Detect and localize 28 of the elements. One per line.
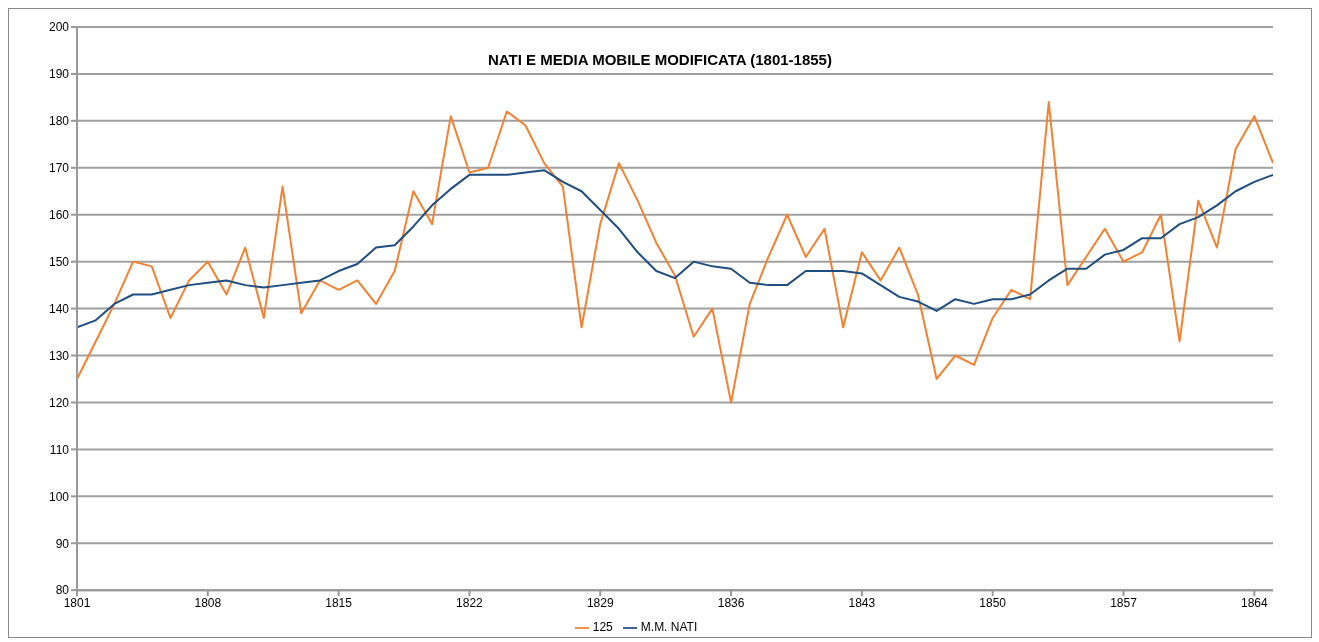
y-tick-label: 200 xyxy=(48,20,70,35)
y-tick-label: 190 xyxy=(48,67,70,82)
x-tick-label: 1822 xyxy=(456,595,484,610)
line-series xyxy=(77,169,1273,329)
y-tick-label: 180 xyxy=(48,114,70,129)
y-tick-label: 120 xyxy=(48,395,70,410)
x-tick-label: 1857 xyxy=(1110,595,1138,610)
x-tick-label: 1808 xyxy=(194,595,222,610)
text: NATI E MEDIA MOBILE MODIFICATA (1801-1855) xyxy=(488,51,832,68)
x-tick-label: 1850 xyxy=(979,595,1007,610)
y-tick-label: 100 xyxy=(48,489,70,504)
legend-label: M.M. NATI xyxy=(640,620,698,635)
x-tick-label: 1843 xyxy=(848,595,876,610)
line-series xyxy=(77,101,1273,404)
y-tick-label: 110 xyxy=(49,442,70,457)
y-tick-label: 160 xyxy=(48,207,70,222)
y-tick-label: 80 xyxy=(55,583,70,598)
x-tick-label: 1815 xyxy=(325,595,353,610)
y-tick-label: 90 xyxy=(55,536,70,551)
x-tick-label: 1829 xyxy=(586,595,614,610)
y-tick-label: 140 xyxy=(48,301,70,316)
y-tick-label: 150 xyxy=(48,254,70,269)
legend-label: 125 xyxy=(592,620,613,635)
x-tick-label: 1864 xyxy=(1240,595,1268,610)
x-tick-label: 1836 xyxy=(717,595,745,610)
y-tick-label: 130 xyxy=(48,348,70,363)
x-tick-label: 1801 xyxy=(63,595,91,610)
y-tick-label: 170 xyxy=(48,161,70,176)
